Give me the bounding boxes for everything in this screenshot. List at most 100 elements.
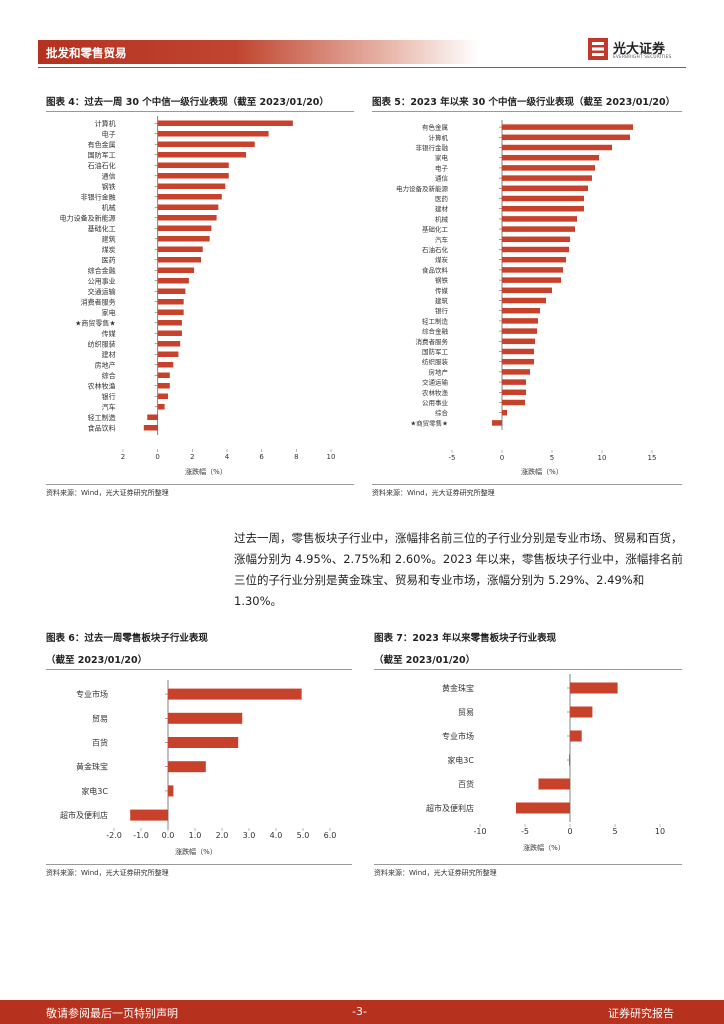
figure-4-source: 资料来源：Wind，光大证券研究所整理 <box>46 489 169 497</box>
bar <box>502 389 526 396</box>
category-label: 综合 <box>435 408 449 417</box>
category-label: 交通运输 <box>422 378 449 387</box>
x-tick-label: -5 <box>521 827 529 836</box>
bar <box>502 154 599 161</box>
bar <box>502 246 569 253</box>
category-label: 通信 <box>102 171 116 180</box>
bar <box>502 267 563 273</box>
header-rule <box>38 67 686 68</box>
bar <box>157 120 293 126</box>
figure-5-bottom-rule <box>372 484 682 485</box>
x-tick-label: 10 <box>598 454 607 462</box>
category-label: 国防军工 <box>88 150 116 159</box>
figure-6-bottom-rule <box>46 864 352 865</box>
bar <box>157 204 219 210</box>
figure-4-bottom-rule <box>46 484 354 485</box>
x-tick-label: 2.0 <box>216 831 229 840</box>
category-label: 公用事业 <box>422 398 449 407</box>
figure-7-bottom-rule <box>374 864 682 865</box>
category-label: 非银行金融 <box>416 143 449 152</box>
bar <box>157 225 212 231</box>
logo-subtitle: EVERBRIGHT SECURITIES <box>613 55 672 60</box>
bar <box>502 297 546 304</box>
category-label: 公用事业 <box>88 276 116 285</box>
figure-5-rule <box>372 111 682 112</box>
category-label: 机械 <box>435 214 449 223</box>
x-tick-label: 6 <box>259 453 264 461</box>
bar <box>157 278 189 284</box>
category-label: 轻工制造 <box>422 316 449 325</box>
bar <box>502 134 630 141</box>
x-tick-label: 5.0 <box>297 831 310 840</box>
x-tick-label: -1.0 <box>133 831 149 840</box>
figure-4-rule <box>46 111 354 112</box>
bar <box>157 162 229 168</box>
category-label: 房地产 <box>95 360 116 369</box>
bar <box>157 152 247 158</box>
bar <box>502 379 526 385</box>
bar <box>502 369 530 375</box>
category-label: 综合金融 <box>422 327 449 336</box>
bar <box>502 307 540 314</box>
category-label: 基础化工 <box>88 224 116 233</box>
bar <box>502 205 584 212</box>
bar <box>502 236 570 243</box>
bar <box>502 358 534 365</box>
bar <box>157 257 201 263</box>
category-label: 计算机 <box>95 119 116 128</box>
bar <box>157 320 182 326</box>
bar <box>157 341 181 347</box>
x-tick-label: 5 <box>550 454 554 462</box>
bar <box>157 362 174 368</box>
category-label: 煤炭 <box>102 245 116 254</box>
bar <box>502 216 577 222</box>
category-label: 轻工制造 <box>88 413 116 422</box>
category-label: 房地产 <box>429 367 449 376</box>
category-label: 石油石化 <box>422 245 449 254</box>
x-axis-label: 涨跌幅（%） <box>175 847 217 856</box>
category-label: 电子 <box>435 163 449 172</box>
category-label: 电力设备及新能源 <box>60 213 116 222</box>
x-tick-label: 2 <box>190 453 194 461</box>
bar <box>570 706 593 718</box>
category-label: 建筑 <box>435 296 449 305</box>
category-label: 食品饮料 <box>88 423 116 432</box>
x-tick-label: 0 <box>500 454 504 462</box>
category-label: 家电 <box>435 153 449 162</box>
x-tick-label: 4 <box>225 453 230 461</box>
bar <box>502 185 588 192</box>
category-label: 综合金融 <box>88 266 116 275</box>
category-label: 传媒 <box>102 329 116 338</box>
bar <box>502 409 507 416</box>
category-label: 家电3C <box>447 755 474 765</box>
category-label: 建筑 <box>102 234 116 243</box>
figure-5-title: 图表 5：2023 年以来 30 个中信一级行业表现（截至 2023/01/20… <box>372 97 676 108</box>
category-label: 家电 <box>102 308 116 317</box>
figure-5-chart: 有色金属计算机非银行金融家电电子通信电力设备及新能源医药建材机械基础化工汽车石油… <box>396 120 656 476</box>
category-label: 石油石化 <box>88 161 116 170</box>
category-label: 专业市场 <box>76 689 108 699</box>
bar <box>502 277 561 283</box>
category-label: 医药 <box>102 255 116 264</box>
category-label: 电力设备及新能源 <box>396 184 449 193</box>
footer-disclaimer-link[interactable]: 敬请参阅最后一页特别声明 <box>46 1007 178 1020</box>
section-title: 批发和零售贸易 <box>46 46 127 60</box>
bar <box>502 144 612 151</box>
category-label: 综合 <box>102 371 116 380</box>
x-tick-label: 0.0 <box>162 831 175 840</box>
category-label: 消费者服务 <box>81 297 116 306</box>
bar <box>502 328 537 334</box>
figure-5-source: 资料来源：Wind，光大证券研究所整理 <box>372 489 495 497</box>
category-label: 消费者服务 <box>416 337 449 346</box>
category-label: 汽车 <box>435 235 449 244</box>
logo-name: 光大证券 <box>613 42 666 57</box>
x-tick-label: 4.0 <box>270 831 283 840</box>
category-label: 国防军工 <box>422 347 449 356</box>
x-axis-label: 涨跌幅（%） <box>185 467 227 476</box>
category-label: 黄金珠宝 <box>76 762 108 772</box>
footer-report-type: 证券研究报告 <box>608 1007 674 1020</box>
x-tick-label: 3.0 <box>243 831 256 840</box>
logo-icon <box>588 38 608 60</box>
